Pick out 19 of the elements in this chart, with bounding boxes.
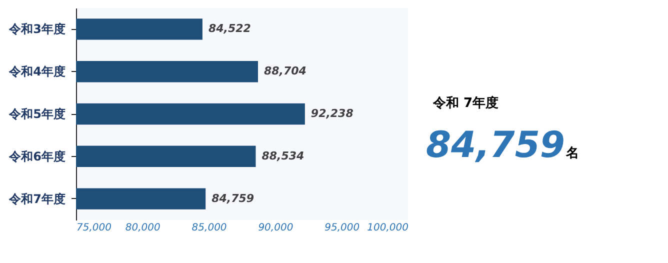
data-label: 84,759	[212, 192, 254, 205]
data-label: 88,534	[262, 149, 304, 162]
data-label: 84,522	[208, 22, 252, 36]
text: 84,759	[426, 125, 565, 166]
x-tick-label: 85,000	[192, 222, 227, 234]
x-tick-label: 95,000	[324, 222, 360, 234]
text: 名	[565, 146, 579, 161]
data-label: 92,238	[310, 107, 354, 120]
y-tick-label: 令和4年度	[8, 64, 66, 79]
x-tick-label: 90,000	[258, 222, 294, 234]
y-tick-label: 令和3年度	[8, 22, 66, 36]
y-tick-label: 令和7年度	[8, 192, 66, 206]
y-tick-label: 令和6年度	[8, 149, 66, 164]
x-tick-label: 75,000	[76, 222, 112, 234]
y-tick-label: 令和5年度	[8, 107, 66, 121]
x-tick-label: 80,000	[125, 222, 160, 234]
text: 令和 7年度	[432, 95, 499, 111]
data-label: 88,704	[264, 64, 306, 78]
x-tick-label: 100,000	[367, 222, 408, 234]
